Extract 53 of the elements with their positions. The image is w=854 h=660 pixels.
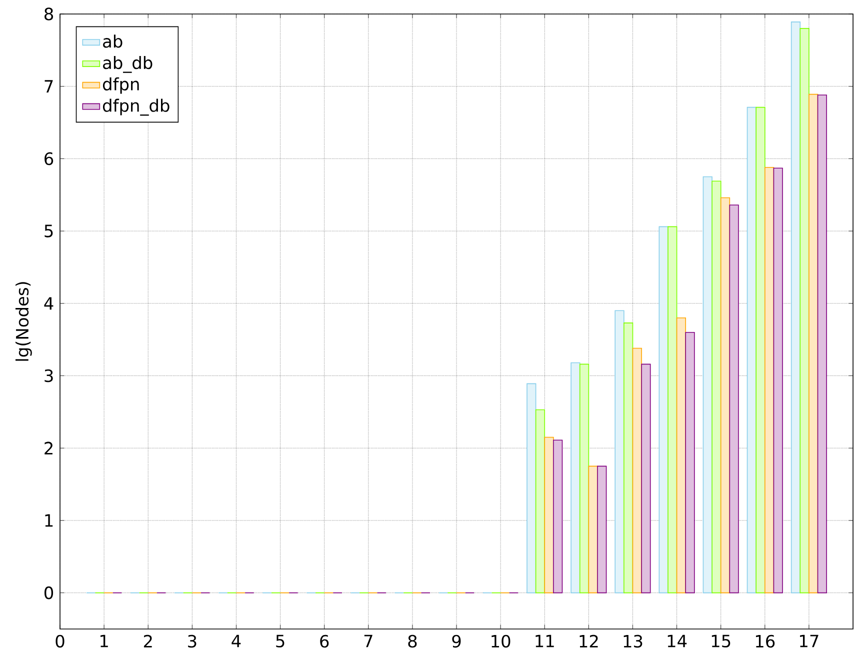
x-tick-label: 12 — [580, 634, 598, 648]
bar — [526, 383, 536, 594]
x-tick-label: 17 — [800, 634, 818, 648]
bar — [800, 28, 810, 594]
bar — [570, 362, 580, 594]
bar — [553, 440, 563, 594]
bar — [668, 226, 678, 594]
bar — [535, 409, 546, 594]
x-tick-label: 1 — [100, 634, 108, 648]
legend-label: ab — [103, 34, 122, 48]
x-tick-label: 14 — [668, 634, 687, 648]
x-tick-label: 13 — [624, 634, 642, 648]
y-axis-title: lg(Nodes) — [16, 282, 32, 361]
y-tick-label: 0 — [44, 586, 54, 600]
legend-label: ab_db — [103, 56, 152, 73]
bar — [641, 364, 651, 594]
x-tick-label: 6 — [320, 634, 329, 648]
y-tick-label: 6 — [44, 152, 54, 166]
bar — [773, 168, 783, 594]
bar — [614, 310, 624, 594]
bar — [624, 322, 634, 594]
bar — [764, 166, 774, 594]
x-tick-label: 15 — [712, 634, 730, 648]
y-tick-label: 8 — [44, 8, 54, 20]
y-tick-label: 1 — [45, 514, 53, 527]
x-tick-label: 8 — [408, 634, 417, 648]
x-tick-label: 4 — [232, 634, 241, 648]
x-tick-label: 5 — [276, 634, 284, 648]
bar — [579, 364, 590, 594]
y-tick-label: 5 — [44, 224, 53, 238]
x-tick-label: 9 — [452, 634, 461, 648]
legend-label: dfpn_db — [102, 98, 170, 116]
x-tick-label: 11 — [536, 634, 554, 648]
y-tick-label: 4 — [44, 297, 54, 310]
bar — [597, 466, 607, 594]
bar — [712, 180, 722, 594]
y-tick-label: 7 — [44, 80, 53, 93]
y-tick-label: 3 — [44, 369, 53, 382]
x-tick-label: 0 — [56, 634, 64, 648]
bar — [808, 94, 818, 594]
bar — [544, 436, 554, 594]
bar — [817, 94, 827, 594]
x-tick-label: 16 — [756, 634, 775, 648]
x-tick-label: 10 — [492, 634, 510, 648]
bar — [685, 332, 695, 594]
x-tick-label: 2 — [144, 634, 152, 648]
x-tick-label: 3 — [188, 634, 196, 648]
bar — [720, 197, 730, 594]
legend-label: dfpn — [102, 77, 139, 94]
bar — [729, 204, 739, 594]
y-tick-label: 2 — [44, 442, 52, 454]
x-tick-label: 7 — [364, 634, 372, 648]
bar — [756, 106, 766, 594]
